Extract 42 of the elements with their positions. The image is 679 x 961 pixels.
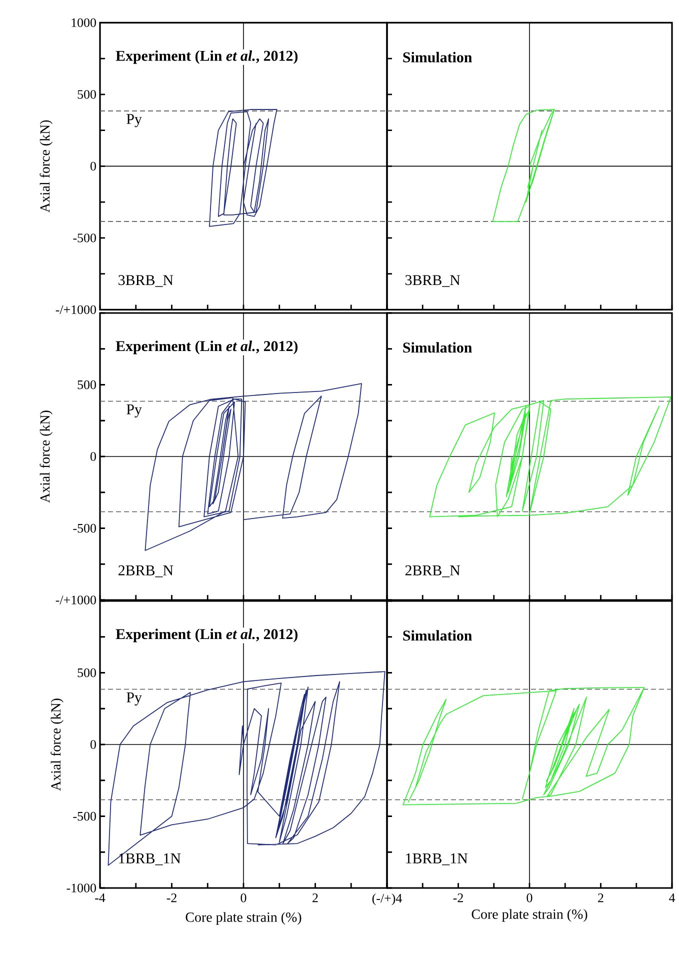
y-tick-label: -500 — [73, 234, 96, 242]
y-tick-label: 500 — [78, 380, 96, 390]
x-tick-label: 0 — [526, 894, 532, 902]
text: Experiment (Lin et al., 2012) — [116, 340, 298, 354]
y-tick-label: -/+1000 — [56, 305, 96, 314]
y-axis-title: Axial force (kN) — [40, 410, 53, 503]
text: Simulation — [403, 630, 472, 641]
annotation: 2BRB_N — [406, 565, 460, 578]
y-tick-label: 0 — [90, 162, 96, 171]
x-axis-title: Core plate strain (%) — [472, 909, 588, 922]
ref-line-label: Py — [126, 114, 142, 128]
ref-line-label: Py — [126, 692, 142, 706]
text: Simulation — [403, 342, 472, 353]
y-tick-label: 500 — [78, 90, 96, 99]
y-tick-label: -500 — [73, 524, 96, 533]
annotation: 3BRB_N — [406, 275, 460, 287]
x-tick-label: -2 — [167, 894, 177, 902]
annotation: 1BRB_1N — [406, 853, 468, 866]
x-tick-label: 2 — [598, 894, 604, 902]
annotation: 3BRB_N — [118, 275, 174, 287]
y-tick-label: 0 — [90, 452, 96, 461]
x-tick-label: 4 — [669, 894, 676, 902]
x-tick-label: (-/+)4 — [372, 894, 402, 906]
text: Experiment (Lin et al., 2012) — [116, 628, 298, 642]
y-tick-label: -500 — [73, 812, 96, 821]
y-axis-title: Axial force (kN) — [50, 698, 64, 791]
x-tick-label: -4 — [95, 894, 106, 902]
y-tick-label: -/+1000 — [56, 596, 96, 604]
x-tick-label: -2 — [454, 894, 464, 902]
y-axis-title: Axial force (kN) — [40, 120, 53, 213]
ref-line-label: Py — [126, 404, 142, 418]
text: Simulation — [403, 52, 472, 62]
y-tick-label: 0 — [90, 740, 96, 749]
x-tick-label: 2 — [312, 894, 318, 902]
x-tick-label: 0 — [240, 894, 246, 902]
annotation: 2BRB_N — [118, 565, 174, 578]
y-tick-label: -1000 — [66, 884, 96, 892]
annotation: 1BRB_1N — [119, 853, 181, 866]
text: Experiment (Lin et al., 2012) — [116, 50, 298, 64]
y-tick-label: 1000 — [72, 18, 96, 28]
y-tick-label: 500 — [78, 668, 96, 678]
x-axis-title: Core plate strain (%) — [186, 912, 302, 925]
